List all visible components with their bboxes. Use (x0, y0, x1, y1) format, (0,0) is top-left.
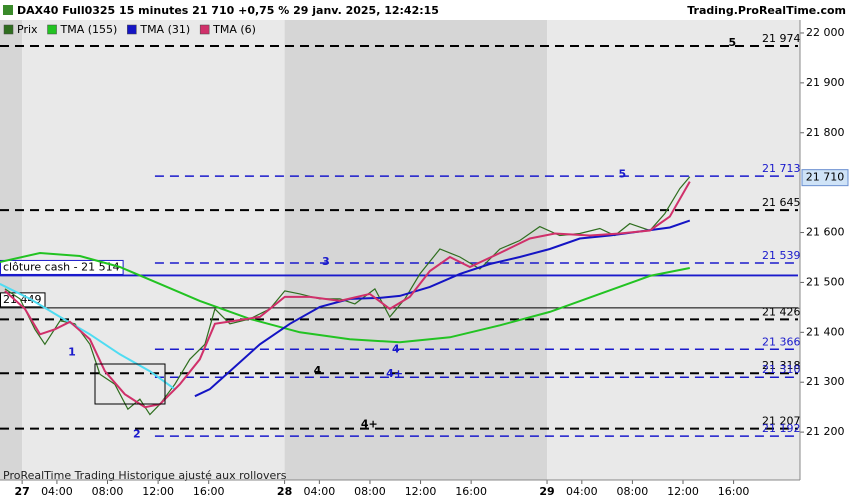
wave-label: 4 (392, 342, 400, 355)
wave-label: 2 (133, 428, 141, 441)
x-tick-label: 16:00 (718, 485, 750, 498)
x-axis-area (0, 480, 800, 500)
x-tick-label: 08:00 (354, 485, 386, 498)
x-tick-label: 29 (539, 485, 554, 498)
session-band (547, 20, 800, 480)
last-price-box (801, 169, 849, 187)
legend-label: TMA (31) (139, 23, 190, 36)
x-tick-label: 12:00 (667, 485, 699, 498)
y-tick-label: 21 600 (806, 226, 845, 239)
level-label: 21 539 (762, 249, 801, 262)
series-line (4, 181, 691, 409)
y-axis-area (800, 20, 850, 500)
level-label: 21 207 (762, 415, 801, 428)
y-tick-label: 21 900 (806, 76, 845, 89)
legend-swatch (199, 24, 210, 35)
x-tick-label: 08:00 (92, 485, 124, 498)
header-icon (3, 5, 13, 15)
legend-swatch (47, 24, 57, 35)
wave-label: 5 (618, 168, 626, 181)
level-label: 21 645 (762, 196, 801, 209)
legend-label: TMA (6) (212, 23, 256, 36)
wave-label: 4+ (361, 418, 378, 431)
level-label: 21 449 (3, 293, 42, 306)
series-line (194, 219, 691, 398)
plot-layer: 21 974 21 713 21 645 21 539 clôture cash - 2… (0, 20, 850, 500)
legend-swatch (127, 24, 137, 35)
x-tick-label: 16:00 (193, 485, 225, 498)
level-label: 21 426 (762, 305, 801, 318)
series-line (0, 251, 690, 344)
level-label: 21 310 (762, 363, 801, 376)
level-label: clôture cash - 21 514 (3, 260, 120, 273)
x-tick-label: 04:00 (41, 485, 73, 498)
x-tick-label: 12:00 (142, 485, 174, 498)
y-tick-label: 21 500 (806, 275, 845, 288)
wave-label: 3 (322, 255, 330, 268)
y-tick-label: 22 000 (806, 26, 845, 39)
level-label: 21 713 (762, 162, 801, 175)
level-label: 21 192 (762, 422, 801, 435)
last-price-label: 21 710 (806, 171, 845, 184)
level-label: 21 366 (762, 335, 801, 348)
x-tick-label: 16:00 (455, 485, 487, 498)
drawn-box (94, 363, 166, 405)
footer-note: ProRealTime Trading Historique ajusté au… (3, 469, 287, 482)
legend-label: Prix (17, 23, 38, 36)
wave-label: 4 (314, 364, 322, 377)
x-tick-label: 04:00 (566, 485, 598, 498)
wave-label: 4+ (386, 367, 403, 380)
session-bands (0, 20, 800, 480)
session-band (22, 20, 285, 480)
header-title: DAX40 Full0325 15 minutes 21 710 +0,75 %… (17, 4, 439, 17)
header-site: Trading.ProRealTime.com (687, 4, 846, 17)
x-tick-label: 28 (277, 485, 292, 498)
series-line (0, 283, 176, 391)
x-tick-label: 04:00 (304, 485, 336, 498)
session-band (0, 20, 23, 480)
header-bar (0, 0, 850, 20)
legend-swatch (3, 24, 14, 35)
x-tick-label: 27 (14, 485, 29, 498)
y-tick-label: 21 300 (806, 375, 845, 388)
wave-label: 1 (68, 345, 76, 358)
y-tick-label: 21 200 (806, 425, 845, 438)
level-label: 21 974 (762, 32, 801, 45)
x-tick-label: 08:00 (617, 485, 649, 498)
wave-label: 5 (729, 36, 737, 49)
x-tick-label: 12:00 (405, 485, 437, 498)
session-band (284, 20, 548, 480)
legend-label: TMA (155) (60, 23, 118, 36)
y-tick-label: 21 800 (806, 126, 845, 139)
y-tick-label: 21 400 (806, 325, 845, 338)
level-label: 21 318 (762, 359, 801, 372)
